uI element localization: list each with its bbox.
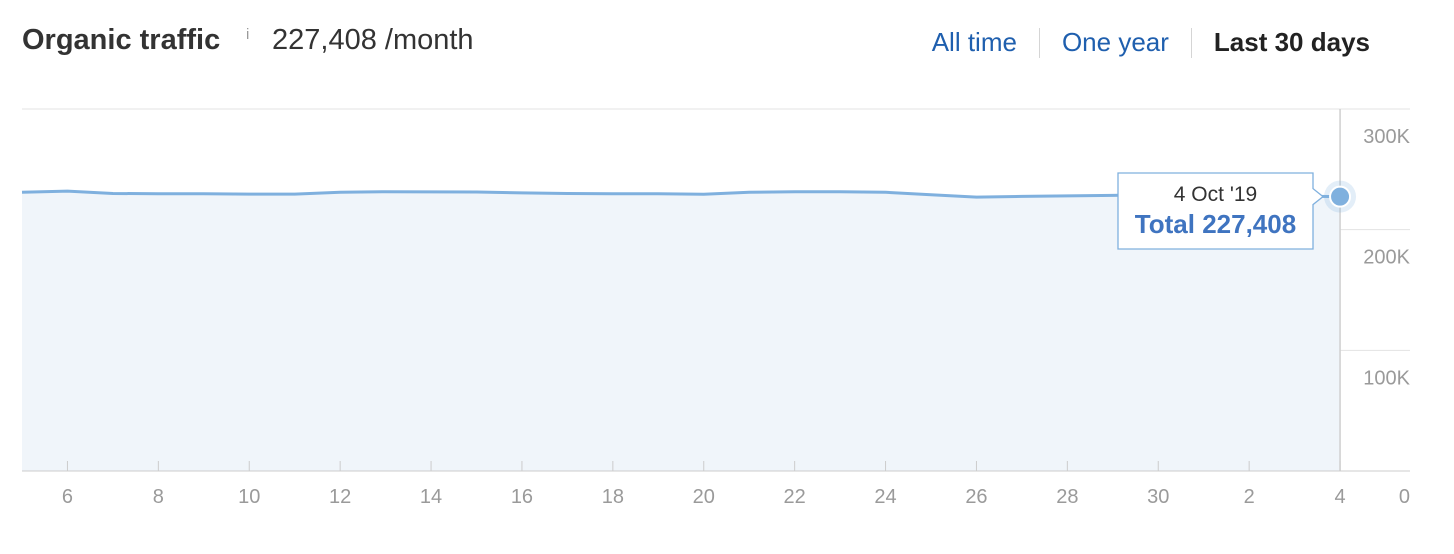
chart-title: Organic traffic <box>22 24 221 56</box>
tab-divider <box>1038 27 1040 58</box>
x-tick-label: 24 <box>874 486 896 508</box>
x-tick-label: 30 <box>1147 486 1169 508</box>
tab-last-30-days[interactable]: Last 30 days <box>1213 27 1370 57</box>
x-tick-label: 2 <box>1244 486 1255 508</box>
tooltip-date: 4 Oct '19 <box>1174 183 1257 206</box>
tooltip: 4 Oct '19 Total 227,408 <box>1117 172 1325 250</box>
x-tick-label: 16 <box>511 486 533 508</box>
x-tick-label: 6 <box>62 486 73 508</box>
info-icon[interactable]: i <box>246 26 250 43</box>
x-tick-label: 26 <box>965 486 987 508</box>
y-tick-label: 200K <box>1363 247 1410 269</box>
x-tick-label: 22 <box>784 486 806 508</box>
tab-divider <box>1190 27 1192 58</box>
x-tick-label: 10 <box>238 486 260 508</box>
x-tick-label: 4 <box>1334 486 1345 508</box>
x-tick-label: 12 <box>329 486 351 508</box>
highlight-point[interactable] <box>1329 185 1352 208</box>
x-tick-label: 28 <box>1056 486 1078 508</box>
x-tick-label: 20 <box>693 486 715 508</box>
tab-one-year[interactable]: One year <box>1061 27 1169 57</box>
tab-all-time[interactable]: All time <box>931 27 1017 57</box>
x-tick-label: 18 <box>602 486 624 508</box>
traffic-area <box>22 191 1341 471</box>
tooltip-box <box>1117 172 1325 250</box>
y-tick-label: 300K <box>1363 126 1410 148</box>
time-range-tabs: All time One year Last 30 days <box>932 27 1370 58</box>
chart-header: Organic traffic i 227,408 /month All tim… <box>22 22 1432 66</box>
x-axis-ticks: 6 8 10 12 14 16 18 20 22 24 26 28 30 2 4 <box>62 461 1346 508</box>
y-tick-label: 100K <box>1363 367 1410 389</box>
monthly-traffic-total: 227,408 /month <box>272 24 474 56</box>
x-tick-label: 8 <box>153 486 164 508</box>
tooltip-value: Total 227,408 <box>1135 209 1296 239</box>
y-axis-ticks: 0 100K 200K 300K <box>1363 126 1410 508</box>
x-tick-label: 14 <box>420 486 442 508</box>
y-tick-label: 0 <box>1399 486 1410 508</box>
